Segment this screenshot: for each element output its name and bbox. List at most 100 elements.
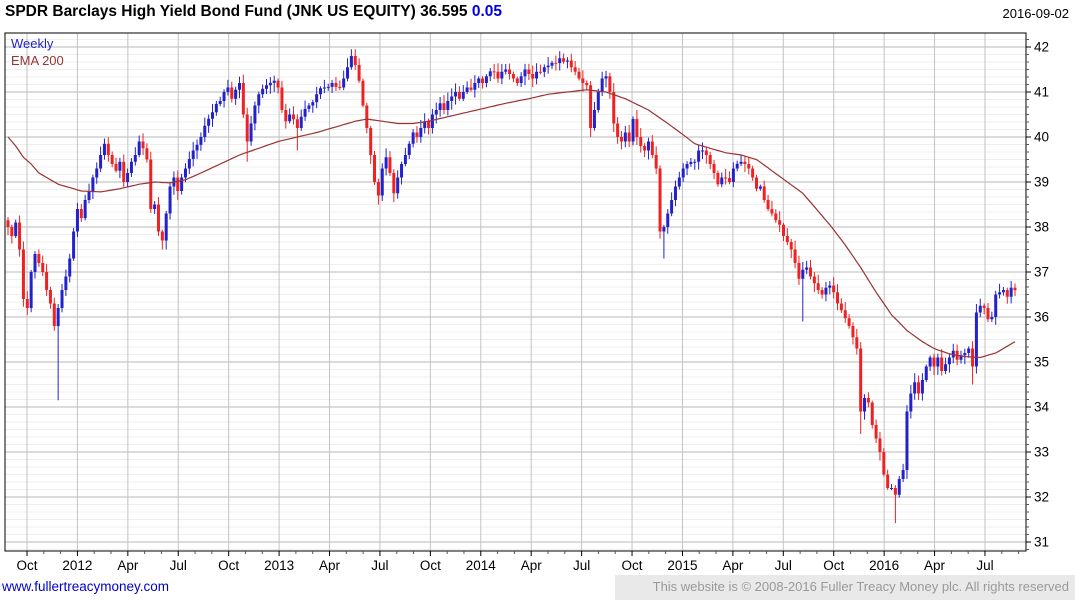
candle-body xyxy=(484,76,488,83)
candle-body xyxy=(191,150,195,159)
x-tick-label: Jul xyxy=(775,558,792,573)
candle-body xyxy=(292,114,296,120)
candle-body xyxy=(141,141,145,149)
candle-body xyxy=(446,101,450,110)
x-tick-label: 2012 xyxy=(62,558,92,573)
candle-body xyxy=(982,305,986,308)
candle-body xyxy=(388,157,392,173)
candle-body xyxy=(230,87,234,99)
candle-body xyxy=(820,290,824,295)
candle-body xyxy=(944,364,948,371)
candle-body xyxy=(816,283,820,290)
candle-body xyxy=(866,398,870,403)
candle-body xyxy=(789,242,793,250)
x-tick-label: 2013 xyxy=(264,558,294,573)
candle-body xyxy=(207,118,211,126)
candle-body xyxy=(45,272,49,290)
candle-body xyxy=(37,254,41,263)
candle-body xyxy=(577,71,581,79)
candle-body xyxy=(396,177,400,194)
candle-body xyxy=(797,263,801,279)
candle-body xyxy=(280,87,284,110)
website-link[interactable]: www.fullertreacymoney.com xyxy=(2,579,170,594)
candle-body xyxy=(369,128,373,155)
candle-body xyxy=(64,276,68,290)
y-tick-label: 37 xyxy=(1034,265,1049,280)
candle-body xyxy=(361,80,365,106)
candle-body xyxy=(909,393,913,412)
candle-body xyxy=(870,402,874,425)
candle-body xyxy=(901,470,905,479)
candle-body xyxy=(839,303,843,311)
candle-body xyxy=(905,411,909,470)
candle-body xyxy=(878,438,882,452)
candle-body xyxy=(500,71,504,79)
candle-body xyxy=(241,83,245,115)
candle-body xyxy=(704,150,708,155)
grid-major xyxy=(5,46,1026,543)
candle-body xyxy=(511,74,515,79)
plot-frame xyxy=(4,32,1027,552)
candle-body xyxy=(365,105,369,128)
candle-body xyxy=(712,164,716,173)
candle-body xyxy=(697,150,701,162)
grid-vertical xyxy=(26,33,986,551)
x-tick-label: Apr xyxy=(521,558,543,573)
candle-body xyxy=(654,155,658,169)
candle-body xyxy=(527,69,531,74)
x-tick-label: Jul xyxy=(170,558,187,573)
candle-body xyxy=(843,310,847,319)
candle-body xyxy=(195,144,199,151)
candle-body xyxy=(978,305,982,313)
candle-body xyxy=(974,312,978,367)
candle-body xyxy=(569,60,573,68)
x-tick-label: Apr xyxy=(319,558,341,573)
candle-body xyxy=(176,177,180,191)
legend-ema: EMA 200 xyxy=(11,53,64,68)
candle-body xyxy=(303,108,307,117)
candle-body xyxy=(203,125,207,137)
candle-body xyxy=(237,83,241,90)
candle-body xyxy=(785,236,789,243)
chart-date: 2016-09-02 xyxy=(1002,6,1070,21)
candle-body xyxy=(1005,290,1009,297)
candle-body xyxy=(743,161,747,164)
candle-body xyxy=(87,191,91,200)
candle-body xyxy=(168,186,172,214)
candle-body xyxy=(319,88,323,95)
candle-body xyxy=(562,58,566,62)
candle-body xyxy=(214,103,218,113)
legend-timeframe: Weekly xyxy=(11,36,54,51)
candle-body xyxy=(373,155,377,182)
candle-body xyxy=(52,303,56,326)
candle-body xyxy=(315,94,319,103)
candle-body xyxy=(646,141,650,151)
candle-body xyxy=(477,78,481,83)
candle-body xyxy=(689,161,693,164)
x-tick-label: Jul xyxy=(976,558,993,573)
candle-body xyxy=(550,62,554,66)
candle-body xyxy=(411,132,415,144)
candle-body xyxy=(793,249,797,263)
candle-body xyxy=(10,227,14,236)
candle-body xyxy=(68,258,72,277)
candle-body xyxy=(226,87,230,92)
candle-body xyxy=(747,164,751,169)
candle-body xyxy=(924,366,928,380)
candle-body xyxy=(338,86,342,88)
candle-body xyxy=(276,80,280,88)
candle-body xyxy=(967,348,971,353)
price-change: 0.05 xyxy=(471,3,503,20)
candle-body xyxy=(164,213,168,241)
candle-body xyxy=(812,276,816,284)
candle-body xyxy=(415,132,419,137)
candle-body xyxy=(600,78,604,92)
candle-body xyxy=(940,357,944,371)
candle-body xyxy=(6,220,10,227)
candle-body xyxy=(508,69,512,74)
x-tick-label: Apr xyxy=(924,558,946,573)
candle-body xyxy=(442,103,446,110)
candle-body xyxy=(83,200,87,218)
candle-body xyxy=(670,200,674,214)
candle-body xyxy=(720,177,724,185)
